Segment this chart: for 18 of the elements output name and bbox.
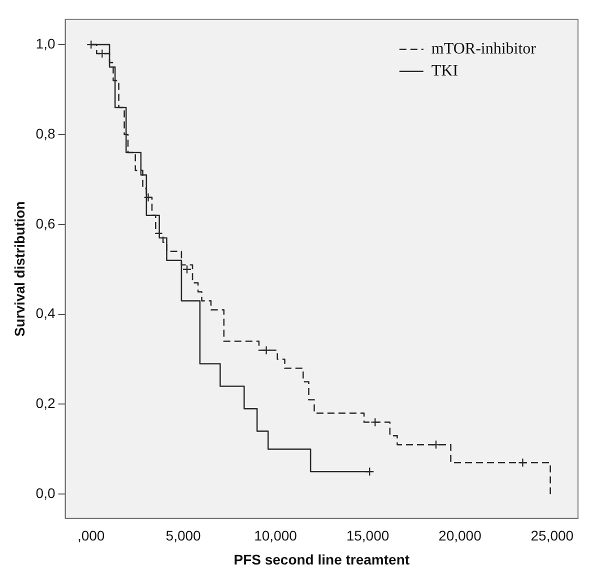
x-tick-label: 15,000 (346, 528, 390, 544)
point (98, 48, 107, 58)
legend-label: TKI (431, 62, 458, 80)
y-tick-label: 0,4 (36, 305, 56, 322)
x-tick-label: ,000 (77, 528, 105, 544)
y-tick-label: 0,6 (36, 215, 56, 232)
x-tick-label: 25,000 (530, 528, 574, 544)
y-tick-label: 0,0 (36, 484, 56, 501)
legend-label: mTOR-inhibitor (431, 40, 537, 58)
x-tick-label: 20,000 (438, 528, 482, 544)
y-tick-label: 0,2 (36, 395, 56, 412)
x-tick-label: 10,000 (254, 528, 298, 544)
x-axis-title: PFS second line treamtent (234, 551, 410, 568)
y-axis-title: Survival distribution (11, 201, 28, 337)
y-tick-label: 0,8 (36, 125, 56, 142)
x-tick-label: 5,000 (166, 528, 202, 544)
y-tick-label: 1,0 (36, 35, 56, 52)
point (182, 264, 192, 274)
